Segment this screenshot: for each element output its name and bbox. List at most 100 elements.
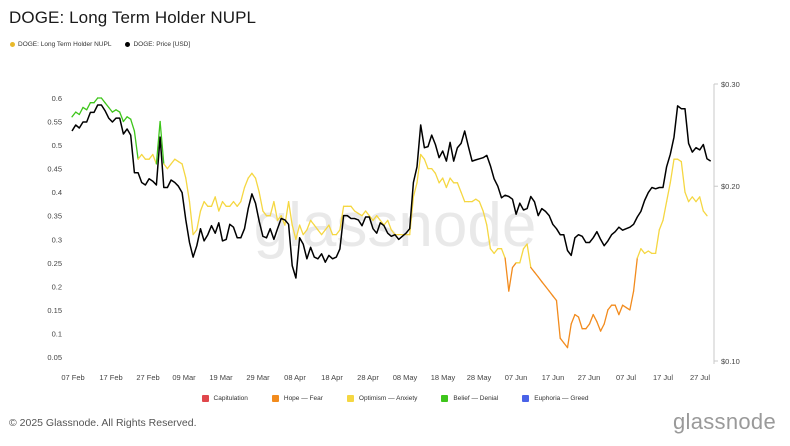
nupl-segment [482,210,488,226]
nupl-segment [460,191,466,203]
nupl-segment [570,313,576,325]
nupl-segment [563,342,569,349]
nupl-segment [588,313,594,325]
nupl-segment [530,266,536,273]
nupl-segment [273,200,279,222]
nupl-segment [232,200,238,207]
zone-belief-denial[interactable]: Belief — Denial [441,395,498,402]
nupl-segment [75,111,80,116]
nupl-segment [434,172,440,184]
nupl-segment [328,224,334,236]
nupl-segment [699,196,704,212]
nupl-segment [104,102,110,109]
nupl-segment [658,219,664,231]
zone-swatch-hope-fear [271,395,279,402]
nupl-segment [269,200,275,217]
nupl-segment [221,200,227,207]
nupl-segment [632,257,638,292]
nupl-segment [522,243,528,250]
zone-swatch-euphoria-greed [522,395,530,402]
nupl-segment [662,200,668,222]
nupl-segment [475,198,481,203]
nupl-segment [243,177,249,189]
nupl-segment [526,243,532,269]
nupl-segment [126,116,132,120]
x-axis: 07 Feb 17 Feb 27 Feb 09 Mar 19 Mar 29 Mar 08 A… [61,373,710,382]
nupl-segment [629,290,635,311]
x-tick-label: 27 Jul [690,373,710,382]
nupl-series [71,97,708,349]
y-left-tick-label: 0.2 [52,282,62,291]
x-tick-label: 17 Jun [542,373,565,382]
nupl-segment [486,224,492,250]
nupl-segment [643,250,649,255]
legend-item-price[interactable]: DOGE: Price [USD] [125,41,190,48]
nupl-segment [695,196,701,203]
nupl-segment [592,313,598,323]
legend-item-nupl[interactable]: DOGE: Long Term Holder NUPL [10,41,111,48]
nupl-segment [555,299,561,339]
y-right-tick-label: $0.20 [721,182,740,191]
nupl-segment [489,248,495,255]
zone-hope-fear[interactable]: Hope — Fear [271,395,323,402]
nupl-segment [133,130,139,160]
nupl-segment [177,160,183,165]
zone-swatch-belief-denial [441,395,449,402]
nupl-segment [544,285,550,292]
nupl-segment [350,205,356,212]
nupl-segment [607,304,613,311]
x-tick-label: 28 Apr [357,373,379,382]
nupl-segment [218,200,224,212]
x-tick-label: 08 May [393,373,418,382]
nupl-segment [478,200,484,212]
nupl-segment [431,167,437,174]
nupl-segment [295,224,301,240]
y-left-tick-label: 0.05 [47,353,62,362]
x-tick-label: 28 May [467,373,492,382]
nupl-segment [383,219,389,226]
nupl-segment [185,177,191,203]
nupl-segment [196,210,202,231]
zone-label-euphoria-greed: Euphoria — Greed [534,395,589,402]
x-tick-label: 17 Jul [653,373,673,382]
y-left-tick-label: 0.6 [52,94,62,103]
nupl-segment [309,219,315,226]
y-right-tick-label: $0.30 [721,80,740,89]
nupl-segment [647,250,653,255]
nupl-segment [680,160,686,193]
y-axis-right: $0.30 $0.20 $0.10 [713,80,740,366]
zone-euphoria-greed[interactable]: Euphoria — Greed [522,395,588,402]
y-left-tick-label: 0.45 [47,165,62,174]
zone-legend: Capitulation Hope — Fear Optimism — Anxi… [0,395,790,402]
nupl-segment [676,158,682,163]
nupl-segment [493,248,499,255]
nupl-segment [390,229,396,236]
nupl-segment [537,276,543,283]
nupl-segment [585,323,591,330]
nupl-segment [614,304,620,316]
x-tick-label: 19 Mar [209,373,233,382]
nupl-segment [251,172,257,179]
nupl-segment [313,224,319,231]
price-series [71,104,712,279]
nupl-segment [276,215,282,222]
y-left-tick-label: 0.4 [52,188,62,197]
nupl-segment [640,248,646,255]
zone-capitulation[interactable]: Capitulation [201,395,248,402]
y-axis-left: 0.6 0.55 0.5 0.45 0.4 0.35 0.3 0.25 0.2 0.15 0.1 0.… [47,94,62,362]
nupl-segment [625,306,631,311]
nupl-segment [298,224,304,236]
nupl-segment [687,196,693,203]
nupl-segment [306,219,312,231]
nupl-segment [93,97,99,104]
nupl-segment [247,172,253,179]
nupl-segment [654,229,660,255]
nupl-segment [159,120,165,165]
nupl-segment [78,106,84,116]
nupl-segment [240,186,246,203]
nupl-segment [636,248,642,259]
nupl-segment [618,304,624,316]
zone-optimism-anxiety[interactable]: Optimism — Anxiety [346,395,417,402]
y-right-tick-label: $0.10 [721,357,740,366]
